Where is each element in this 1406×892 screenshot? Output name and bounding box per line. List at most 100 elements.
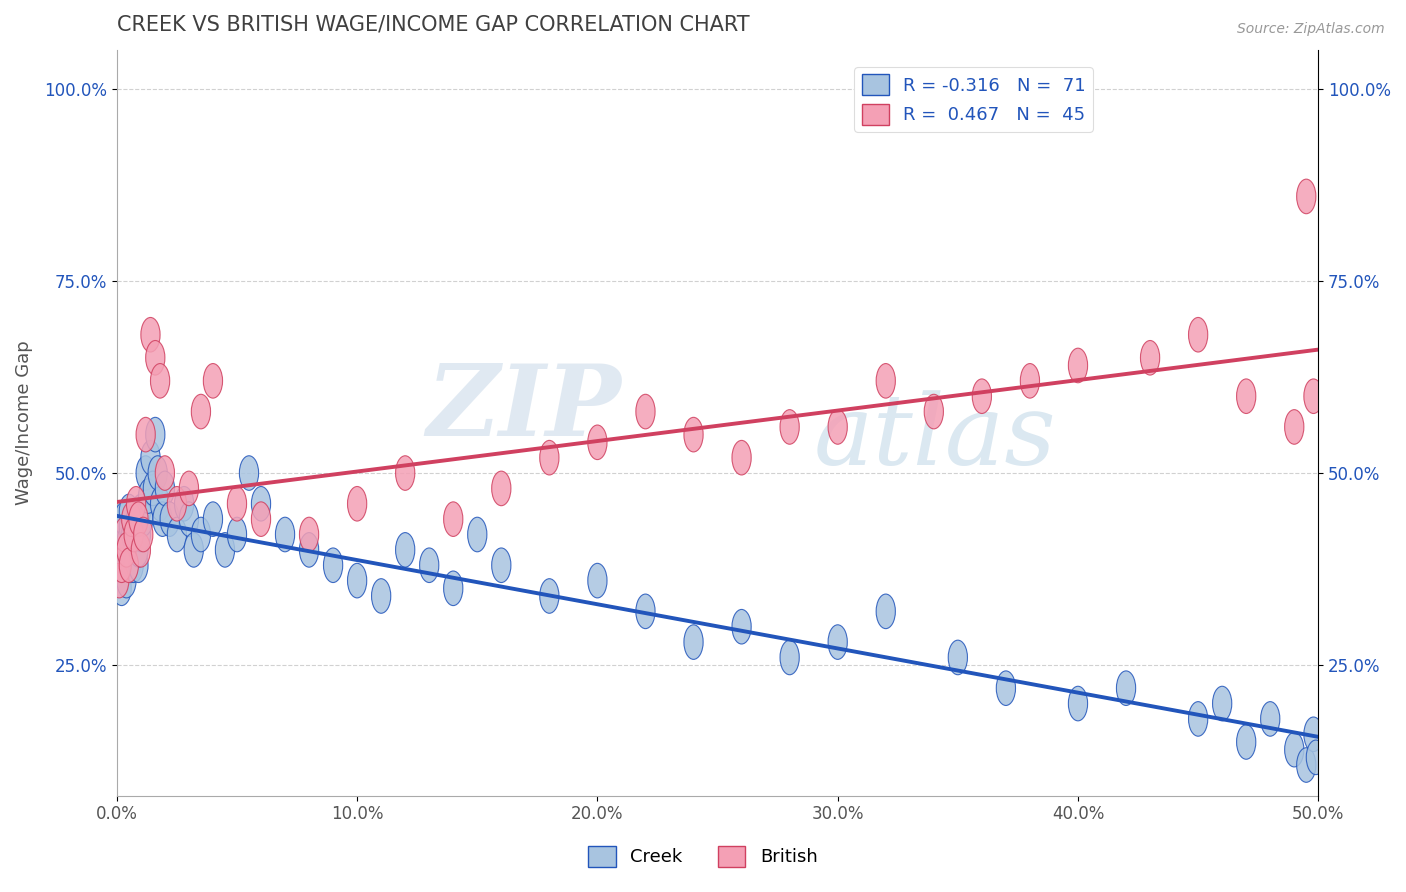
Ellipse shape — [134, 517, 153, 552]
Ellipse shape — [395, 533, 415, 567]
Ellipse shape — [112, 571, 131, 606]
Ellipse shape — [180, 471, 198, 506]
Ellipse shape — [110, 564, 129, 598]
Ellipse shape — [1116, 671, 1136, 706]
Ellipse shape — [924, 394, 943, 429]
Ellipse shape — [973, 379, 991, 414]
Ellipse shape — [828, 624, 848, 659]
Ellipse shape — [153, 502, 172, 536]
Ellipse shape — [150, 486, 170, 521]
Ellipse shape — [1188, 318, 1208, 352]
Ellipse shape — [228, 486, 246, 521]
Ellipse shape — [146, 341, 165, 375]
Ellipse shape — [588, 425, 607, 459]
Ellipse shape — [120, 548, 138, 582]
Ellipse shape — [876, 594, 896, 629]
Ellipse shape — [228, 517, 246, 552]
Ellipse shape — [131, 517, 150, 552]
Ellipse shape — [347, 486, 367, 521]
Ellipse shape — [252, 502, 270, 536]
Ellipse shape — [1237, 379, 1256, 414]
Ellipse shape — [155, 471, 174, 506]
Ellipse shape — [492, 471, 510, 506]
Ellipse shape — [252, 486, 270, 521]
Text: ZIP: ZIP — [426, 360, 621, 457]
Ellipse shape — [122, 502, 141, 536]
Ellipse shape — [191, 517, 211, 552]
Ellipse shape — [134, 502, 153, 536]
Ellipse shape — [117, 524, 136, 559]
Ellipse shape — [184, 533, 204, 567]
Text: CREEK VS BRITISH WAGE/INCOME GAP CORRELATION CHART: CREEK VS BRITISH WAGE/INCOME GAP CORRELA… — [117, 15, 749, 35]
Ellipse shape — [1303, 379, 1323, 414]
Ellipse shape — [127, 486, 146, 521]
Ellipse shape — [127, 517, 146, 552]
Ellipse shape — [636, 594, 655, 629]
Ellipse shape — [117, 564, 136, 598]
Ellipse shape — [146, 417, 165, 452]
Ellipse shape — [215, 533, 235, 567]
Ellipse shape — [141, 318, 160, 352]
Ellipse shape — [120, 494, 138, 529]
Ellipse shape — [395, 456, 415, 491]
Ellipse shape — [110, 517, 129, 552]
Y-axis label: Wage/Income Gap: Wage/Income Gap — [15, 341, 32, 506]
Ellipse shape — [1261, 702, 1279, 736]
Ellipse shape — [492, 548, 510, 582]
Ellipse shape — [129, 502, 148, 536]
Ellipse shape — [299, 533, 319, 567]
Ellipse shape — [683, 417, 703, 452]
Ellipse shape — [124, 517, 143, 552]
Ellipse shape — [1296, 179, 1316, 214]
Ellipse shape — [540, 441, 560, 475]
Ellipse shape — [997, 671, 1015, 706]
Ellipse shape — [780, 640, 799, 674]
Ellipse shape — [733, 609, 751, 644]
Ellipse shape — [828, 409, 848, 444]
Ellipse shape — [948, 640, 967, 674]
Ellipse shape — [114, 517, 134, 552]
Ellipse shape — [124, 533, 143, 567]
Ellipse shape — [1237, 724, 1256, 759]
Ellipse shape — [114, 502, 134, 536]
Ellipse shape — [468, 517, 486, 552]
Ellipse shape — [136, 417, 155, 452]
Ellipse shape — [110, 548, 129, 582]
Text: Source: ZipAtlas.com: Source: ZipAtlas.com — [1237, 22, 1385, 37]
Ellipse shape — [323, 548, 343, 582]
Ellipse shape — [131, 494, 150, 529]
Ellipse shape — [1212, 686, 1232, 721]
Ellipse shape — [204, 502, 222, 536]
Ellipse shape — [174, 486, 194, 521]
Ellipse shape — [1069, 348, 1088, 383]
Ellipse shape — [780, 409, 799, 444]
Ellipse shape — [204, 364, 222, 398]
Ellipse shape — [112, 548, 131, 582]
Ellipse shape — [1285, 732, 1303, 767]
Ellipse shape — [129, 533, 148, 567]
Ellipse shape — [1021, 364, 1039, 398]
Ellipse shape — [1296, 747, 1316, 782]
Ellipse shape — [636, 394, 655, 429]
Ellipse shape — [155, 456, 174, 491]
Ellipse shape — [1140, 341, 1160, 375]
Ellipse shape — [148, 456, 167, 491]
Ellipse shape — [371, 579, 391, 614]
Ellipse shape — [167, 486, 187, 521]
Ellipse shape — [122, 517, 141, 552]
Ellipse shape — [129, 548, 148, 582]
Ellipse shape — [683, 624, 703, 659]
Legend: Creek, British: Creek, British — [581, 838, 825, 874]
Ellipse shape — [299, 517, 319, 552]
Ellipse shape — [347, 564, 367, 598]
Ellipse shape — [117, 533, 136, 567]
Ellipse shape — [136, 456, 155, 491]
Ellipse shape — [180, 502, 198, 536]
Ellipse shape — [124, 548, 143, 582]
Text: atlas: atlas — [814, 391, 1056, 485]
Ellipse shape — [444, 502, 463, 536]
Ellipse shape — [1306, 740, 1326, 774]
Ellipse shape — [122, 548, 141, 582]
Ellipse shape — [733, 441, 751, 475]
Ellipse shape — [419, 548, 439, 582]
